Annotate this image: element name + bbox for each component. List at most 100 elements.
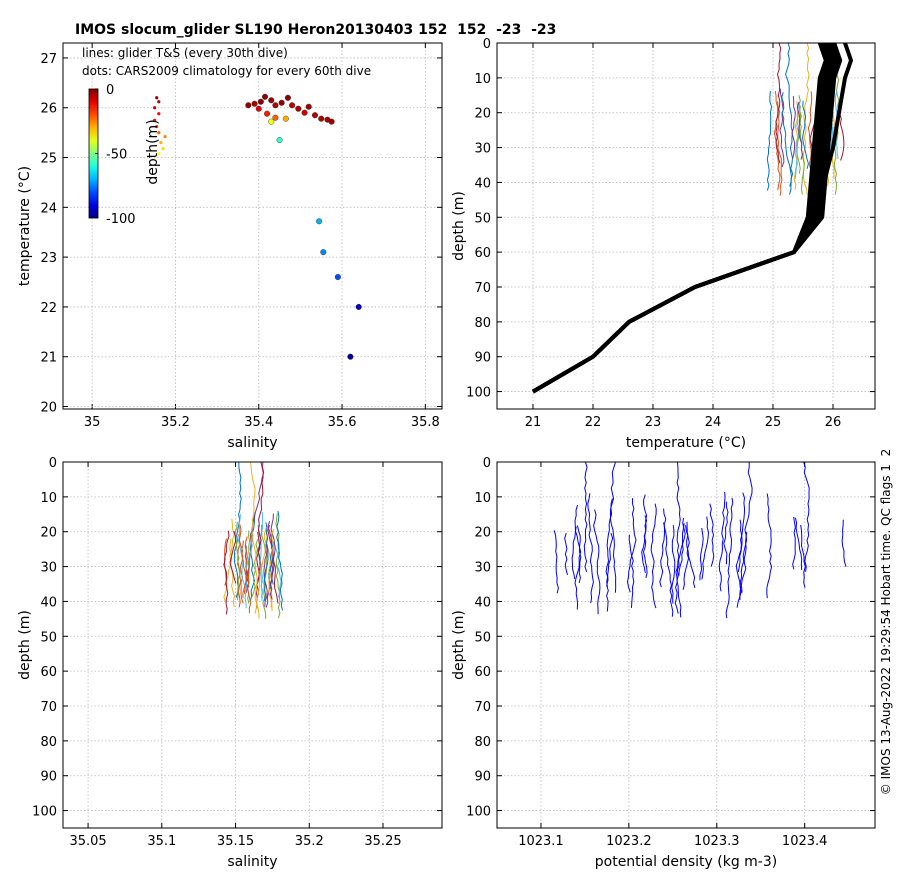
glider-ts-point	[153, 106, 157, 110]
climatology-dot	[268, 97, 275, 104]
glider-salinity-profile	[274, 545, 282, 598]
glider-density-profile	[626, 498, 637, 593]
glider-salinity-profile	[229, 531, 237, 584]
axes-frame	[62, 42, 443, 410]
glider-temperature-profile	[802, 100, 809, 169]
y-tick-label: 10	[474, 491, 491, 506]
glider-density-profile	[671, 525, 676, 604]
glider-density-profile	[593, 509, 601, 615]
climatology-dot	[289, 102, 296, 109]
climatology-dot	[305, 103, 312, 110]
glider-density-profile	[803, 461, 810, 572]
x-tick-label: 35.8	[411, 415, 440, 430]
y-tick-label: 60	[40, 665, 57, 680]
x-tick-label: 35.1	[147, 834, 176, 849]
climatology-dot	[264, 110, 271, 117]
y-tick-label: 50	[474, 630, 491, 645]
x-tick-label: 35.6	[328, 415, 357, 430]
colorbar-tick-label: -50	[106, 148, 127, 163]
y-tick-label: 100	[32, 805, 57, 820]
x-axis-label: salinity	[227, 435, 277, 451]
glider-salinity-profile	[223, 530, 230, 615]
glider-density-profile	[676, 523, 685, 618]
glider-density-profile	[574, 504, 582, 610]
x-tick-label: 35	[84, 415, 101, 430]
y-axis-label: temperature (°C)	[17, 166, 33, 286]
climatology-dot	[255, 105, 262, 112]
y-tick-label: 30	[474, 142, 491, 157]
axes-dens: 1023.1 1023.2 1023.3 1023.4 0 10 20 30 40 50 60 70 8…	[451, 456, 876, 870]
x-tick-label: 24	[705, 415, 722, 430]
glider-density-profile	[699, 527, 704, 581]
x-axis-label: temperature (°C)	[626, 435, 746, 451]
glider-salinity-profile	[238, 524, 248, 598]
y-tick-label: 60	[474, 665, 491, 680]
x-tick-label: 35.2	[295, 834, 324, 849]
climatology-dot	[320, 249, 327, 256]
y-axis-label: depth (m)	[451, 191, 467, 261]
glider-ts-point	[157, 112, 161, 116]
axes-frame	[496, 461, 876, 829]
climatology-dot	[355, 303, 362, 310]
glider-density-profile	[718, 491, 726, 592]
plot-area	[63, 462, 442, 828]
glider-ts-point	[155, 125, 159, 129]
x-tick-label: 1023.1	[518, 834, 564, 849]
glider-temperature-profile	[796, 101, 804, 160]
y-axis-label: depth (m)	[17, 610, 33, 680]
climatology-dot	[301, 109, 308, 116]
glider-density-profile	[701, 516, 710, 580]
climatology-dot	[295, 105, 302, 112]
glider-temperature-profile	[839, 108, 845, 161]
climatology-dot	[318, 115, 325, 122]
y-tick-label: 20	[474, 107, 491, 122]
glider-density-profile	[606, 532, 614, 612]
glider-density-profile	[709, 503, 715, 567]
x-tick-label: 35.15	[217, 834, 254, 849]
glider-salinity-profile	[250, 461, 258, 614]
y-tick-label: 100	[466, 386, 491, 401]
glider-density-profile	[735, 492, 746, 608]
axes-frame	[62, 461, 443, 829]
climatology-dot	[347, 353, 354, 360]
x-tick-label: 35.25	[364, 834, 401, 849]
glider-temperature-profile	[791, 96, 796, 159]
glider-density-profile	[659, 508, 667, 588]
copyright-text: © IMOS 13-Aug-2022 19:29:54 Hobart time.…	[879, 448, 893, 796]
glider-ts-point	[163, 135, 167, 139]
glider-density-profile	[576, 525, 582, 584]
glider-density-profile	[766, 493, 773, 599]
glider-density-profile	[553, 530, 559, 594]
plot-area	[497, 462, 875, 828]
y-tick-label: 26	[40, 102, 57, 117]
climatology-dot	[282, 115, 289, 122]
glider-ts-point	[153, 118, 157, 122]
x-tick-label: 35.2	[161, 415, 190, 430]
climatology-dot	[245, 102, 252, 109]
glider-density-profile	[628, 534, 635, 608]
y-tick-label: 40	[40, 595, 57, 610]
glider-density-profile	[800, 524, 806, 588]
glider-ts-point	[159, 140, 163, 145]
colorbar-label: depth(m)	[145, 119, 161, 184]
y-tick-label: 50	[474, 211, 491, 226]
y-tick-label: 80	[474, 735, 491, 750]
x-axis-label: salinity	[227, 854, 277, 870]
y-tick-label: 23	[40, 251, 57, 266]
glider-temperature-profile	[793, 100, 799, 190]
y-tick-label: 90	[474, 351, 491, 366]
y-tick-label: 70	[40, 700, 57, 715]
y-tick-label: 70	[474, 700, 491, 715]
glider-salinity-profile	[276, 510, 283, 611]
legend-entry: lines: glider T&S (every 30th dive)	[82, 46, 288, 60]
axes-temp: 21 22 23 24 25 26 0 10 20 30 40 50 60 70 80 90 100 temper…	[451, 37, 876, 451]
climatology-dot	[276, 137, 283, 144]
glider-density-profile	[610, 461, 617, 593]
climatology-dot	[328, 118, 335, 125]
glider-density-profile	[583, 461, 588, 572]
y-tick-label: 70	[474, 281, 491, 296]
glider-density-profile	[587, 493, 594, 604]
colorbar-tick-label: 0	[106, 83, 114, 98]
x-axis-label: potential density (kg m-3)	[595, 854, 777, 870]
